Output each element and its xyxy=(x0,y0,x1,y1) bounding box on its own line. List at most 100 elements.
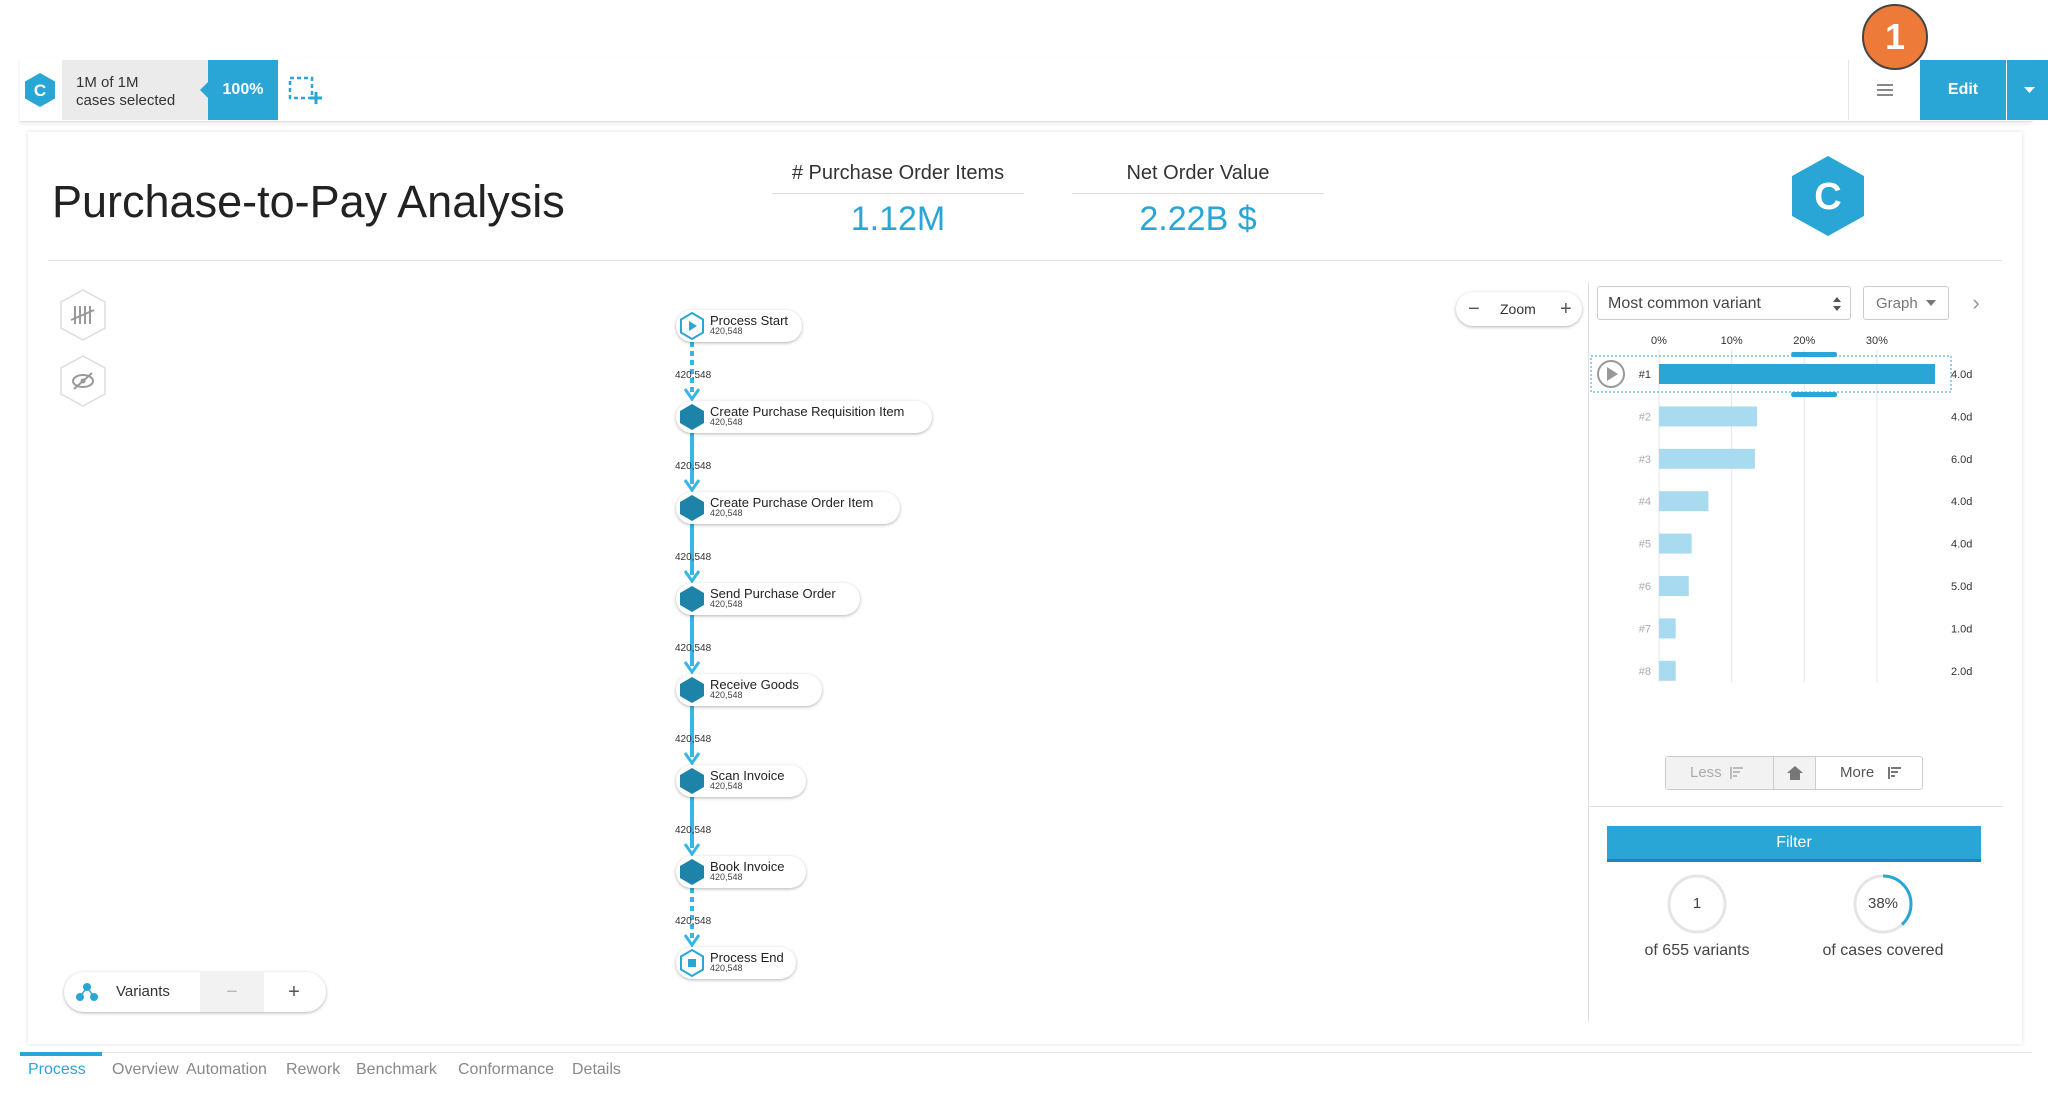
celonis-logo-icon[interactable]: C xyxy=(24,72,56,108)
variant-label[interactable]: #1 xyxy=(1639,369,1651,381)
reset-button[interactable] xyxy=(1774,757,1816,789)
process-node[interactable]: Create Purchase Order Item 420,548 xyxy=(676,492,900,524)
progress-ring xyxy=(1667,874,1727,934)
variant-duration-label: 4.0d xyxy=(1951,496,1972,508)
chevron-right-icon[interactable]: › xyxy=(1972,290,1980,315)
zoom-control: − Zoom + xyxy=(1456,292,1582,326)
node-label: Book Invoice xyxy=(710,859,785,874)
variant-bar[interactable] xyxy=(1659,618,1676,639)
activity-hexagon-icon xyxy=(680,677,704,703)
edge-count-label[interactable]: 420,548 xyxy=(675,643,712,654)
variant-sort-select[interactable]: Most common variant xyxy=(1597,286,1851,320)
stat-label: of cases covered xyxy=(1822,942,1944,959)
page-title: Purchase-to-Pay Analysis xyxy=(52,176,565,227)
view-mode-value: Graph xyxy=(1876,295,1918,312)
tab-automation[interactable]: Automation xyxy=(186,1061,267,1078)
node-count: 420,548 xyxy=(710,690,743,700)
variant-bar[interactable] xyxy=(1659,660,1676,681)
hide-eye-icon[interactable] xyxy=(58,354,108,408)
range-handle-bottom[interactable] xyxy=(1791,392,1837,397)
variants-decrease-button[interactable]: − xyxy=(200,972,264,1012)
tab-benchmark[interactable]: Benchmark xyxy=(356,1061,437,1078)
sort-lines-icon xyxy=(1888,767,1901,779)
node-label: Scan Invoice xyxy=(710,768,785,783)
variants-increase-button[interactable]: + xyxy=(288,981,300,1003)
stat-value: 1 xyxy=(1692,895,1702,912)
variant-bar[interactable] xyxy=(1659,491,1709,512)
more-button[interactable]: More xyxy=(1816,757,1922,789)
variant-bar[interactable] xyxy=(1659,576,1689,596)
process-node[interactable]: Create Purchase Requisition Item 420,548 xyxy=(676,401,932,433)
variant-label[interactable]: #2 xyxy=(1639,411,1651,423)
variant-label[interactable]: #6 xyxy=(1639,581,1651,593)
tab-process[interactable]: Process xyxy=(28,1061,86,1078)
kpi-value: 2.22B $ xyxy=(1139,200,1257,238)
edge-count-label[interactable]: 420,548 xyxy=(675,370,712,381)
process-node[interactable]: Book Invoice 420,548 xyxy=(676,856,806,888)
process-edges xyxy=(683,342,701,948)
case-selection-summary[interactable]: 1M of 1M cases selected xyxy=(62,60,208,120)
variant-label[interactable]: #8 xyxy=(1639,666,1651,678)
process-end-icon xyxy=(680,948,704,978)
play-triangle xyxy=(1607,367,1618,381)
svg-text:C: C xyxy=(1814,176,1841,218)
edge-count-label[interactable]: 420,548 xyxy=(675,734,712,745)
activity-hexagon-icon xyxy=(680,586,704,612)
variants-icon xyxy=(76,983,98,1001)
variant-bar[interactable] xyxy=(1659,448,1755,469)
variant-bar[interactable] xyxy=(1659,533,1692,554)
edge-count-label[interactable]: 420,548 xyxy=(675,461,712,472)
variant-label[interactable]: #5 xyxy=(1639,539,1651,551)
less-label: Less xyxy=(1690,764,1722,781)
edge-count-label[interactable]: 420,548 xyxy=(675,552,712,563)
filter-button[interactable]: Filter xyxy=(1607,826,1981,862)
node-count: 420,548 xyxy=(710,872,743,882)
process-node[interactable]: Scan Invoice 420,548 xyxy=(676,765,806,797)
range-handle-top[interactable] xyxy=(1791,352,1837,357)
edge-arrow-icon xyxy=(683,570,701,584)
node-count: 420,548 xyxy=(710,417,743,427)
process-node[interactable]: Send Purchase Order 420,548 xyxy=(676,583,860,615)
variant-label[interactable]: #4 xyxy=(1639,496,1651,508)
tab-conformance[interactable]: Conformance xyxy=(458,1061,555,1078)
variants-count-circle: 1 xyxy=(1667,874,1727,934)
process-node[interactable]: Process Start 420,548 xyxy=(676,310,802,342)
kpi-label: Net Order Value xyxy=(1072,162,1324,194)
edge-arrow-icon xyxy=(683,479,701,493)
view-mode-select[interactable]: Graph xyxy=(1863,286,1949,320)
variant-label[interactable]: #7 xyxy=(1639,623,1651,635)
edge-arrow-icon xyxy=(683,388,701,402)
svg-text:C: C xyxy=(34,81,46,100)
tab-overview[interactable]: Overview xyxy=(112,1061,179,1078)
edge-count-label[interactable]: 420,548 xyxy=(675,916,712,927)
edge-arrow-icon xyxy=(683,843,701,857)
variants-control: Variants − + xyxy=(64,972,326,1012)
variant-duration-label: 1.0d xyxy=(1951,623,1972,635)
selection-percent-badge: 100% xyxy=(200,60,278,120)
caret-down-icon xyxy=(1926,300,1936,306)
frequency-toggle-icon[interactable] xyxy=(58,288,108,342)
add-selection-icon[interactable] xyxy=(288,76,324,106)
tab-rework[interactable]: Rework xyxy=(286,1061,341,1078)
header-divider xyxy=(48,260,2002,261)
stat-label: of 655 variants xyxy=(1644,942,1750,959)
variants-label: Variants xyxy=(116,983,170,1000)
variant-bar[interactable] xyxy=(1659,406,1758,427)
edit-button[interactable]: Edit xyxy=(1920,60,2006,120)
zoom-in-button[interactable]: + xyxy=(1560,298,1572,320)
edit-dropdown-button[interactable] xyxy=(2007,60,2048,120)
zoom-out-button[interactable]: − xyxy=(1468,298,1480,320)
menu-button[interactable] xyxy=(1848,60,1918,120)
variant-duration-label: 4.0d xyxy=(1951,369,1972,381)
process-node[interactable]: Process End 420,548 xyxy=(676,947,796,979)
variant-duration-label: 6.0d xyxy=(1951,454,1972,466)
edge-arrow-icon xyxy=(683,661,701,675)
variant-duration-label: 4.0d xyxy=(1951,411,1972,423)
activity-hexagon-icon xyxy=(680,495,704,521)
edge-count-label[interactable]: 420,548 xyxy=(675,825,712,836)
less-button[interactable]: Less xyxy=(1666,757,1774,789)
process-node[interactable]: Receive Goods 420,548 xyxy=(676,674,822,706)
variant-bar[interactable] xyxy=(1659,364,1935,384)
tab-details[interactable]: Details xyxy=(572,1061,621,1078)
variant-label[interactable]: #3 xyxy=(1639,454,1651,466)
